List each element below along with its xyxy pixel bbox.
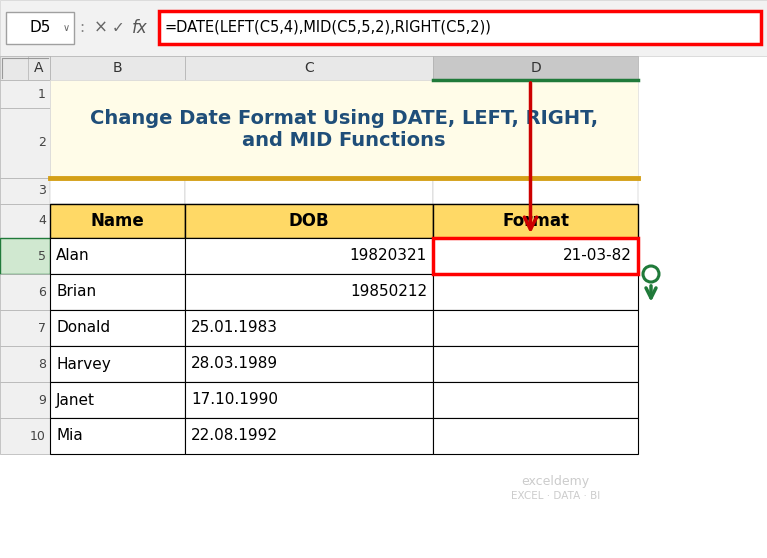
Bar [50,382,185,418]
Text: Mia: Mia [56,429,83,444]
Bar [185,382,433,418]
Text: Format: Format [502,212,569,230]
Text: DOB: DOB [288,212,329,230]
Text: A: A [35,61,44,75]
Text: 28.03.1989: 28.03.1989 [191,357,278,372]
Text: 19850212: 19850212 [350,285,427,300]
Bar [185,204,433,238]
Text: fx: fx [132,19,148,37]
Text: D5: D5 [29,21,51,36]
Text: 9: 9 [38,393,46,406]
Text: 21-03-82: 21-03-82 [563,248,632,263]
Bar [185,310,433,346]
Text: ×: × [94,19,108,37]
Text: C: C [304,61,314,75]
Bar [0,346,50,382]
Text: 22.08.1992: 22.08.1992 [191,429,278,444]
Bar [185,418,433,454]
Text: 3: 3 [38,185,46,198]
Bar [0,204,50,238]
Text: 7: 7 [38,321,46,334]
Text: Change Date Format Using DATE, LEFT, RIGHT,
and MID Functions: Change Date Format Using DATE, LEFT, RIG… [90,108,598,150]
Text: 25.01.1983: 25.01.1983 [191,320,278,335]
Bar [0,382,50,418]
Bar [50,418,185,454]
Text: 10: 10 [30,430,46,442]
Bar [0,238,50,274]
Bar [28,56,50,80]
Text: exceldemy: exceldemy [522,475,590,488]
Bar [0,0,767,56]
Bar [50,310,185,346]
Text: EXCEL · DATA · BI: EXCEL · DATA · BI [511,491,600,501]
Text: Name: Name [91,212,144,230]
Bar [433,382,638,418]
Text: 8: 8 [38,358,46,371]
Bar [433,56,638,80]
Bar [185,238,433,274]
Circle shape [643,266,659,282]
Bar [433,178,638,204]
Bar [433,310,638,346]
Bar [433,204,638,238]
Text: D: D [530,61,541,75]
Text: Donald: Donald [56,320,110,335]
Bar [0,178,50,204]
Text: 6: 6 [38,286,46,299]
Bar [50,346,185,382]
Bar [185,56,433,80]
Bar [433,346,638,382]
Text: =DATE(LEFT(C5,4),MID(C5,5,2),RIGHT(C5,2)): =DATE(LEFT(C5,4),MID(C5,5,2),RIGHT(C5,2)… [165,20,492,35]
Text: 19820321: 19820321 [350,248,427,263]
Bar [50,204,185,238]
Bar [433,238,638,274]
Text: 1: 1 [38,88,46,100]
Bar [0,56,50,80]
Text: Harvey: Harvey [56,357,110,372]
Bar [159,11,761,44]
Bar [0,80,50,108]
Text: 5: 5 [38,249,46,262]
Bar [185,346,433,382]
Text: ✓: ✓ [112,21,125,36]
Bar [433,418,638,454]
Bar [0,310,50,346]
Text: Alan: Alan [56,248,90,263]
Text: B: B [113,61,122,75]
Text: Brian: Brian [56,285,96,300]
Text: :: : [80,21,84,36]
Bar [50,178,185,204]
Bar [50,80,638,178]
Bar [6,12,74,44]
Bar [0,108,50,178]
Text: ∨: ∨ [62,23,70,33]
Bar [0,274,50,310]
Bar [50,238,185,274]
Bar [185,274,433,310]
Bar [50,56,185,80]
Text: 17.10.1990: 17.10.1990 [191,392,278,407]
Bar [0,418,50,454]
Bar [50,274,185,310]
Bar [433,274,638,310]
Text: 4: 4 [38,214,46,228]
Bar [185,178,433,204]
Text: Janet: Janet [56,392,95,407]
Text: 2: 2 [38,137,46,150]
